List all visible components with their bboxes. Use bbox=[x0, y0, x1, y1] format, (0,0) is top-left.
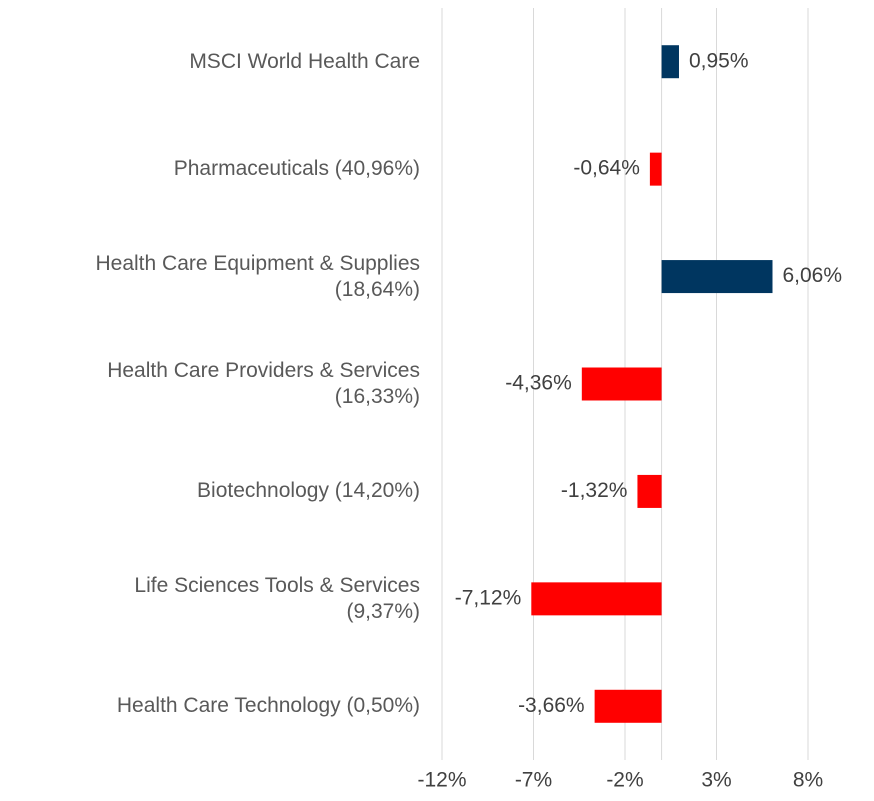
category-label: MSCI World Health Care bbox=[189, 49, 420, 73]
value-label: -3,66% bbox=[518, 694, 585, 717]
category-label: Health Care Equipment & Supplies (18,64%… bbox=[95, 251, 420, 301]
x-tick-label: -2% bbox=[606, 769, 643, 792]
value-label: 0,95% bbox=[689, 49, 749, 72]
bar bbox=[661, 260, 773, 294]
bar bbox=[649, 152, 662, 186]
category-label: Pharmaceuticals (40,96%) bbox=[173, 157, 420, 181]
x-tick-label: -7% bbox=[515, 769, 552, 792]
value-label: -0,64% bbox=[573, 157, 640, 180]
value-label: -7,12% bbox=[455, 586, 522, 609]
bar bbox=[637, 474, 662, 508]
bar bbox=[594, 689, 662, 723]
x-tick-label: 8% bbox=[793, 769, 823, 792]
bar bbox=[531, 582, 662, 616]
value-label: -1,32% bbox=[561, 479, 628, 502]
category-label: Health Care Providers & Services (16,33%… bbox=[107, 359, 420, 408]
bar bbox=[581, 367, 662, 401]
category-label: Biotechnology (14,20%) bbox=[197, 479, 420, 503]
value-label: 6,06% bbox=[782, 264, 842, 287]
value-label: -4,36% bbox=[505, 372, 572, 395]
category-label: Health Care Technology (0,50%) bbox=[116, 694, 420, 718]
bar bbox=[661, 45, 679, 79]
category-label: Life Sciences Tools & Services (9,37%) bbox=[134, 573, 420, 623]
x-tick-label: 3% bbox=[701, 769, 731, 792]
x-tick-label: -12% bbox=[417, 769, 466, 792]
